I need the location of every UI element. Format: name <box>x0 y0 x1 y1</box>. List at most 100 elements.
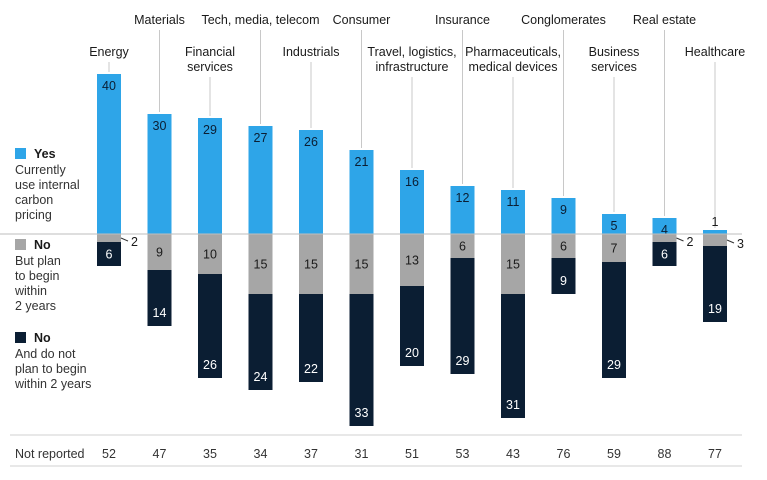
value-label-no-planned: 15 <box>304 258 318 272</box>
value-label-no-not-planned: 20 <box>405 346 419 360</box>
value-label-no-not-planned: 6 <box>106 248 113 262</box>
bar-no-not-planned <box>198 274 222 378</box>
bar-yes <box>551 198 576 234</box>
not-reported-label: Not reported <box>15 447 85 461</box>
category-label: Pharmaceuticals, <box>465 45 561 59</box>
category-label: services <box>187 60 233 74</box>
bar-no-not-planned <box>400 286 424 366</box>
value-label-no-planned: 2 <box>131 235 138 249</box>
value-label-no-not-planned: 19 <box>708 302 722 316</box>
legend-description: carbon <box>15 193 53 207</box>
legend-description: within <box>14 284 47 298</box>
not-reported-value: 43 <box>506 447 520 461</box>
value-label-no-not-planned: 14 <box>153 306 167 320</box>
bar-yes <box>652 218 677 234</box>
value-label-no-planned: 15 <box>355 258 369 272</box>
category-label: Travel, logistics, <box>367 45 456 59</box>
category-label: Materials <box>134 13 185 27</box>
category-label: Tech, media, telecom <box>201 13 319 27</box>
value-label-no-not-planned: 29 <box>456 354 470 368</box>
legend-description: plan to begin <box>15 362 87 376</box>
value-label-yes: 30 <box>153 119 167 133</box>
bar-no-not-planned <box>248 294 273 390</box>
bar-no-planned <box>652 234 677 242</box>
value-label-no-not-planned: 29 <box>607 358 621 372</box>
value-leader-line <box>726 239 735 244</box>
legend-title: No <box>34 238 51 252</box>
legend-description: And do not <box>15 347 76 361</box>
bar-no-not-planned <box>299 294 323 382</box>
value-label-no-not-planned: 31 <box>506 398 520 412</box>
bar-yes <box>97 74 121 234</box>
bar-no-planned <box>400 234 424 286</box>
bar-no-planned <box>349 234 374 294</box>
category-label: medical devices <box>469 60 558 74</box>
value-label-yes: 40 <box>102 79 116 93</box>
not-reported-value: 88 <box>658 447 672 461</box>
bar-yes <box>198 118 222 234</box>
not-reported-value: 47 <box>153 447 167 461</box>
value-label-no-not-planned: 6 <box>661 248 668 262</box>
category-label: Healthcare <box>685 45 745 59</box>
bar-no-not-planned <box>501 294 525 418</box>
legend-title: No <box>34 331 51 345</box>
value-label-yes: 4 <box>661 223 668 237</box>
bar-no-planned <box>198 234 222 274</box>
not-reported-value: 31 <box>355 447 369 461</box>
value-label-no-planned: 3 <box>737 237 744 251</box>
bar-yes <box>299 130 323 234</box>
value-label-yes: 21 <box>355 155 369 169</box>
legend-description: pricing <box>15 208 52 222</box>
legend-description: 2 years <box>15 299 56 313</box>
bar-no-planned <box>602 234 626 262</box>
bar-no-planned <box>703 234 727 246</box>
bar-yes <box>450 186 475 234</box>
value-label-no-not-planned: 24 <box>254 370 268 384</box>
bar-no-planned <box>551 234 576 258</box>
category-label: Financial <box>185 45 235 59</box>
legend-swatch <box>15 239 26 250</box>
bar-no-planned <box>147 234 172 270</box>
bar-yes <box>349 150 374 234</box>
value-label-no-not-planned: 9 <box>560 274 567 288</box>
value-label-no-not-planned: 26 <box>203 358 217 372</box>
value-label-yes: 12 <box>456 191 470 205</box>
category-label: Industrials <box>283 45 340 59</box>
bar-no-not-planned <box>602 262 626 378</box>
category-label: services <box>591 60 637 74</box>
bar-no-not-planned <box>652 242 677 266</box>
bars <box>97 74 727 426</box>
category-label: Consumer <box>333 13 391 27</box>
value-label-yes: 9 <box>560 203 567 217</box>
value-label-yes: 1 <box>712 215 719 229</box>
value-label-yes: 5 <box>611 219 618 233</box>
bar-no-planned <box>97 234 121 242</box>
value-label-yes: 27 <box>254 131 268 145</box>
legend-swatch <box>15 332 26 343</box>
value-label-yes: 16 <box>405 175 419 189</box>
bar-yes <box>703 230 727 234</box>
bar-no-planned <box>450 234 475 258</box>
bar-no-not-planned <box>349 294 374 426</box>
bar-yes <box>400 170 424 234</box>
value-label-no-planned: 10 <box>203 248 217 262</box>
bar-no-not-planned <box>147 270 172 326</box>
value-leader-line <box>120 237 129 242</box>
value-label-no-planned: 9 <box>156 246 163 260</box>
bar-yes <box>248 126 273 234</box>
value-label-no-not-planned: 22 <box>304 362 318 376</box>
category-label: Real estate <box>633 13 696 27</box>
bar-no-not-planned <box>551 258 576 294</box>
value-label-no-planned: 13 <box>405 254 419 268</box>
value-label-no-planned: 15 <box>506 258 520 272</box>
bar-yes <box>602 214 626 234</box>
bar-no-planned <box>248 234 273 294</box>
value-label-no-planned: 6 <box>560 240 567 254</box>
bar-no-not-planned <box>97 242 121 266</box>
not-reported-value: 59 <box>607 447 621 461</box>
not-reported-value: 53 <box>456 447 470 461</box>
value-label-no-planned: 2 <box>687 235 694 249</box>
not-reported-value: 51 <box>405 447 419 461</box>
